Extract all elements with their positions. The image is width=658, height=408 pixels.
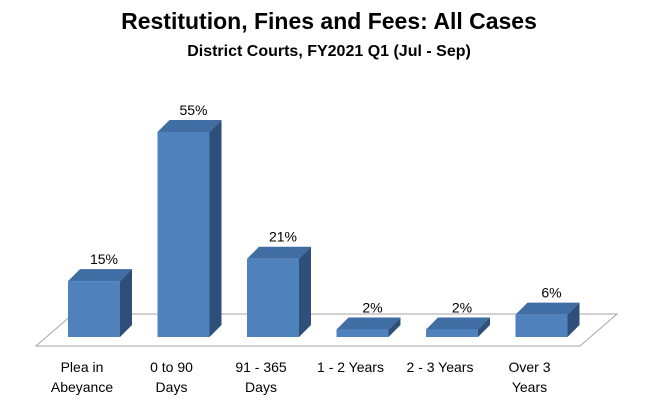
data-label: 6% bbox=[541, 285, 561, 301]
bar-side-face bbox=[209, 120, 222, 337]
bar bbox=[68, 281, 120, 337]
data-label: 55% bbox=[179, 102, 207, 118]
x-tick-label: 1 - 2 Years bbox=[317, 359, 384, 375]
bar-side-face bbox=[478, 317, 490, 337]
chart-subtitle: District Courts, FY2021 Q1 (Jul - Sep) bbox=[187, 43, 471, 60]
bar-top-face bbox=[157, 120, 222, 132]
bar bbox=[515, 314, 568, 337]
chart-title: Restitution, Fines and Fees: All Cases bbox=[121, 8, 537, 34]
bar-side-face bbox=[299, 246, 311, 337]
bar bbox=[336, 329, 389, 337]
bar-side-face bbox=[567, 302, 580, 337]
bar bbox=[157, 132, 210, 337]
bar-top-face bbox=[426, 317, 490, 330]
bar-top-face bbox=[247, 246, 311, 259]
x-tick-label: Plea in Abeyance bbox=[51, 359, 113, 395]
data-label: 2% bbox=[362, 300, 382, 316]
bar-top-face bbox=[336, 317, 401, 330]
data-label: 21% bbox=[269, 229, 297, 245]
x-tick-label: 0 to 90 Days bbox=[150, 359, 193, 395]
x-tick-label: 2 - 3 Years bbox=[407, 359, 474, 375]
x-tick-label: Over 3 Years bbox=[508, 359, 550, 395]
data-label: 2% bbox=[452, 300, 472, 316]
bar-side-face bbox=[388, 317, 401, 337]
data-label: 15% bbox=[90, 251, 118, 267]
bar-side-face bbox=[120, 269, 132, 337]
bar bbox=[426, 329, 478, 337]
bar-top-face bbox=[68, 269, 132, 282]
bar bbox=[247, 258, 299, 337]
x-tick-label: 91 - 365 Days bbox=[235, 359, 287, 395]
bar-top-face bbox=[515, 302, 580, 315]
